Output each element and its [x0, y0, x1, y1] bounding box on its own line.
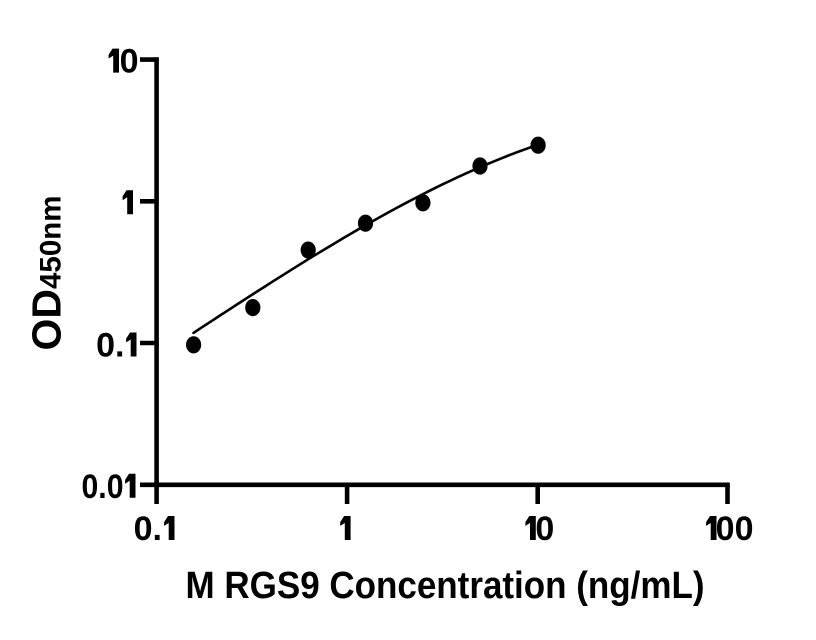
svg-text:0.: 0.	[134, 510, 162, 548]
svg-text:0: 0	[120, 43, 139, 81]
svg-text:0: 0	[535, 510, 554, 548]
svg-text:0.0: 0.0	[82, 468, 124, 506]
svg-text:M RGS9 Concentration (ng/mL): M RGS9 Concentration (ng/mL)	[186, 565, 705, 607]
svg-text:00: 00	[716, 510, 754, 548]
svg-text:0.: 0.	[96, 327, 124, 365]
